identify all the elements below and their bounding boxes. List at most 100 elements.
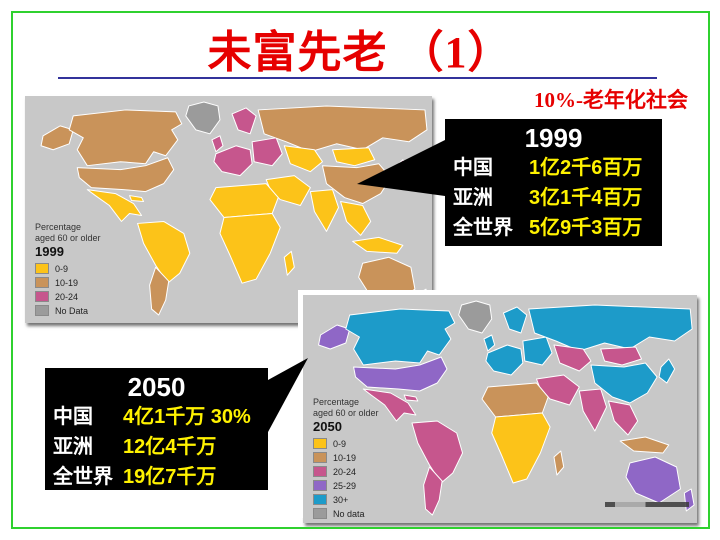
legend-title: aged 60 or older [35, 233, 101, 243]
slide-title: 未富先老 （1） [207, 28, 513, 77]
stat-label: 全世界 [453, 217, 513, 239]
stat-value: 5亿9千3百万 [529, 217, 643, 239]
legend-item: 0-9 [35, 263, 101, 274]
swatch-0-9 [313, 438, 327, 449]
legend-item: 10-19 [313, 452, 379, 463]
region-mexico [362, 388, 417, 422]
region-greenland [185, 101, 221, 135]
swatch-10-19 [35, 277, 49, 288]
region-central-africa [219, 212, 281, 284]
region-new-zealand [683, 488, 695, 512]
region-indonesia [619, 436, 670, 454]
swatch-30-plus [313, 494, 327, 505]
legend-1999: Percentage aged 60 or older 1999 0-9 10-… [35, 222, 101, 319]
stat-label: 中国 [53, 406, 93, 428]
legend-item-label: 25-29 [333, 480, 357, 491]
title-underline [58, 77, 657, 79]
legend-item: 0-9 [313, 438, 379, 449]
region-indonesia [352, 236, 404, 254]
legend-year: 1999 [35, 244, 64, 259]
legend-title: aged 60 or older [313, 408, 379, 418]
stat-value: 4亿1千万 30% [123, 406, 251, 428]
legend-item: 30+ [313, 494, 379, 505]
region-canada [345, 308, 456, 366]
region-cuba [129, 195, 145, 203]
region-east-europe [251, 137, 283, 167]
region-usa [76, 157, 175, 193]
stat-row-world: 全世界 19亿7千万 [53, 462, 260, 492]
callout-pointer-1999 [357, 140, 445, 196]
swatch-20-24 [313, 466, 327, 477]
region-central-africa [491, 412, 551, 484]
legend-item: 25-29 [313, 480, 379, 491]
region-south-america [411, 420, 464, 484]
stat-label: 中国 [453, 157, 493, 179]
region-cuba [403, 394, 419, 402]
legend-item-label: 10-19 [55, 277, 79, 288]
region-southeast-asia [340, 201, 372, 236]
region-west-europe [213, 145, 253, 177]
stat-row-asia: 亚洲 12亿4千万 [53, 432, 260, 462]
swatch-25-29 [313, 480, 327, 491]
swatch-10-19 [313, 452, 327, 463]
legend-title: Percentage [35, 222, 82, 232]
region-north-africa [481, 382, 549, 418]
stat-label: 全世界 [53, 466, 113, 488]
legend-item-label: 20-24 [333, 466, 357, 477]
legend-item: No data [313, 508, 379, 519]
region-mexico [86, 189, 143, 222]
region-alaska [40, 125, 74, 151]
legend-item-label: 20-24 [55, 291, 79, 302]
legend-title: Percentage [313, 397, 360, 407]
stats-callout-1999: 1999 中国 1亿2千6百万 亚洲 3亿1千4百万 全世界 5亿9千3百万 [445, 119, 662, 246]
legend-item: 10-19 [35, 277, 101, 288]
region-canada [68, 109, 183, 167]
region-south-america [137, 220, 191, 284]
legend-item-label: 0-9 [333, 438, 347, 449]
region-alaska [318, 324, 351, 350]
legend-item-label: 30+ [333, 494, 349, 505]
legend-item-label: 10-19 [333, 452, 357, 463]
legend-item: No Data [35, 305, 101, 316]
stat-value: 19亿7千万 [123, 466, 217, 488]
region-madagascar [553, 450, 565, 476]
stat-value: 1亿2千6百万 [529, 157, 643, 179]
region-mongolia [600, 346, 643, 366]
legend-item-label: No data [333, 508, 365, 519]
legend-item: 20-24 [35, 291, 101, 302]
stat-row-china: 中国 4亿1千万 30% [53, 402, 260, 432]
world-map-2050: Percentage aged 60 or older 2050 0-9 10-… [303, 295, 697, 523]
swatch-0-9 [35, 263, 49, 274]
legend-item-label: No Data [55, 305, 89, 316]
region-southern-cone [423, 466, 443, 516]
region-southern-cone [149, 266, 170, 316]
stat-row-china: 中国 1亿2千6百万 [453, 153, 654, 183]
region-australia [625, 456, 681, 504]
region-mongolia [332, 147, 376, 167]
region-china [321, 163, 392, 205]
callout-year: 2050 [127, 372, 186, 402]
region-west-europe [485, 344, 524, 376]
stat-value: 12亿4千万 [123, 436, 217, 458]
stat-row-asia: 亚洲 3亿1千4百万 [453, 183, 654, 213]
region-east-europe [522, 336, 553, 366]
legend-year: 2050 [313, 419, 342, 434]
region-scandinavia [502, 306, 528, 334]
region-india [578, 388, 608, 432]
stat-label: 亚洲 [53, 436, 93, 458]
stat-label: 亚洲 [453, 187, 493, 209]
stats-callout-2050: 2050 中国 4亿1千万 30% 亚洲 12亿4千万 全世界 19亿7千万 [45, 368, 268, 490]
legend-item-label: 0-9 [55, 263, 69, 274]
world-map-1999: Percentage aged 60 or older 1999 0-9 10-… [25, 96, 432, 323]
world-map-1999-svg [40, 101, 430, 316]
region-scandinavia [231, 107, 257, 135]
swatch-no-data [313, 508, 327, 519]
stat-value: 3亿1千4百万 [529, 187, 643, 209]
swatch-no-data [35, 305, 49, 316]
region-uk [483, 334, 496, 352]
region-india [309, 189, 340, 232]
callout-pointer-2050 [268, 358, 308, 432]
region-greenland [458, 300, 493, 334]
region-central-asia [283, 145, 323, 173]
